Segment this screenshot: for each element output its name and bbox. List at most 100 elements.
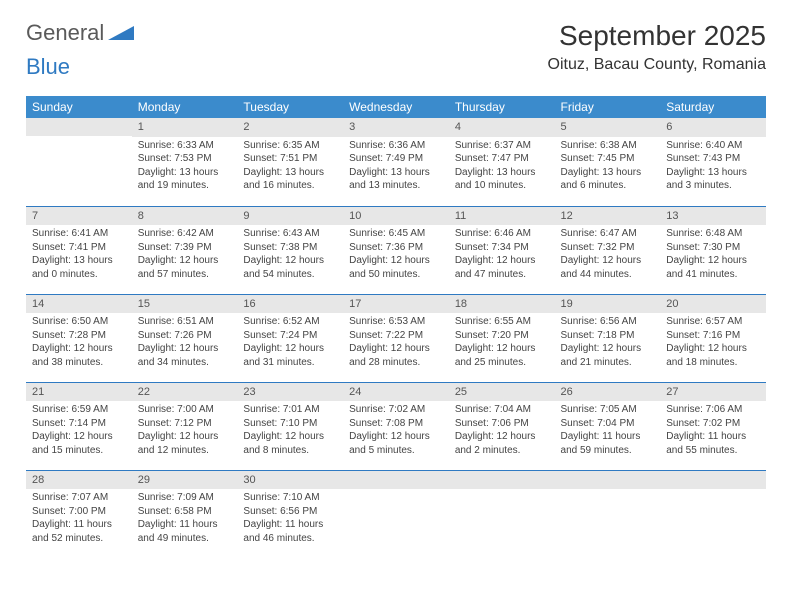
day-number: 24 <box>343 383 449 402</box>
calendar-row: 28Sunrise: 7:07 AMSunset: 7:00 PMDayligh… <box>26 470 766 558</box>
day-info: Sunrise: 6:38 AMSunset: 7:45 PMDaylight:… <box>555 137 661 197</box>
day-number: 6 <box>660 118 766 137</box>
logo: General <box>26 20 134 46</box>
empty-day <box>26 118 132 136</box>
day-info: Sunrise: 7:02 AMSunset: 7:08 PMDaylight:… <box>343 401 449 461</box>
day-number: 11 <box>449 207 555 226</box>
calendar-row: 7Sunrise: 6:41 AMSunset: 7:41 PMDaylight… <box>26 206 766 294</box>
calendar-cell: 26Sunrise: 7:05 AMSunset: 7:04 PMDayligh… <box>555 382 661 470</box>
calendar-cell: 5Sunrise: 6:38 AMSunset: 7:45 PMDaylight… <box>555 118 661 206</box>
day-info: Sunrise: 7:05 AMSunset: 7:04 PMDaylight:… <box>555 401 661 461</box>
day-info: Sunrise: 6:50 AMSunset: 7:28 PMDaylight:… <box>26 313 132 373</box>
logo-word1: General <box>26 20 104 46</box>
day-number: 1 <box>132 118 238 137</box>
day-number: 25 <box>449 383 555 402</box>
day-number: 8 <box>132 207 238 226</box>
day-info: Sunrise: 6:40 AMSunset: 7:43 PMDaylight:… <box>660 137 766 197</box>
calendar-cell <box>343 470 449 558</box>
calendar-cell: 18Sunrise: 6:55 AMSunset: 7:20 PMDayligh… <box>449 294 555 382</box>
calendar-cell: 21Sunrise: 6:59 AMSunset: 7:14 PMDayligh… <box>26 382 132 470</box>
day-info: Sunrise: 6:59 AMSunset: 7:14 PMDaylight:… <box>26 401 132 461</box>
day-info: Sunrise: 6:43 AMSunset: 7:38 PMDaylight:… <box>237 225 343 285</box>
day-info: Sunrise: 7:00 AMSunset: 7:12 PMDaylight:… <box>132 401 238 461</box>
calendar-cell: 28Sunrise: 7:07 AMSunset: 7:00 PMDayligh… <box>26 470 132 558</box>
day-number: 9 <box>237 207 343 226</box>
day-number: 29 <box>132 471 238 490</box>
day-info: Sunrise: 6:35 AMSunset: 7:51 PMDaylight:… <box>237 137 343 197</box>
day-info: Sunrise: 6:45 AMSunset: 7:36 PMDaylight:… <box>343 225 449 285</box>
logo-word2: Blue <box>26 54 766 80</box>
calendar-cell: 3Sunrise: 6:36 AMSunset: 7:49 PMDaylight… <box>343 118 449 206</box>
calendar-cell: 29Sunrise: 7:09 AMSunset: 6:58 PMDayligh… <box>132 470 238 558</box>
calendar-cell: 2Sunrise: 6:35 AMSunset: 7:51 PMDaylight… <box>237 118 343 206</box>
calendar-cell: 20Sunrise: 6:57 AMSunset: 7:16 PMDayligh… <box>660 294 766 382</box>
day-info: Sunrise: 7:10 AMSunset: 6:56 PMDaylight:… <box>237 489 343 549</box>
day-info: Sunrise: 6:48 AMSunset: 7:30 PMDaylight:… <box>660 225 766 285</box>
calendar-cell: 8Sunrise: 6:42 AMSunset: 7:39 PMDaylight… <box>132 206 238 294</box>
day-info: Sunrise: 6:52 AMSunset: 7:24 PMDaylight:… <box>237 313 343 373</box>
day-info: Sunrise: 7:04 AMSunset: 7:06 PMDaylight:… <box>449 401 555 461</box>
empty-day <box>449 471 555 489</box>
day-number: 16 <box>237 295 343 314</box>
day-number: 7 <box>26 207 132 226</box>
calendar-cell: 25Sunrise: 7:04 AMSunset: 7:06 PMDayligh… <box>449 382 555 470</box>
calendar-cell: 16Sunrise: 6:52 AMSunset: 7:24 PMDayligh… <box>237 294 343 382</box>
day-info: Sunrise: 6:51 AMSunset: 7:26 PMDaylight:… <box>132 313 238 373</box>
calendar-cell: 12Sunrise: 6:47 AMSunset: 7:32 PMDayligh… <box>555 206 661 294</box>
day-number: 23 <box>237 383 343 402</box>
calendar-cell: 1Sunrise: 6:33 AMSunset: 7:53 PMDaylight… <box>132 118 238 206</box>
day-info: Sunrise: 6:41 AMSunset: 7:41 PMDaylight:… <box>26 225 132 285</box>
calendar-cell <box>555 470 661 558</box>
day-info: Sunrise: 6:46 AMSunset: 7:34 PMDaylight:… <box>449 225 555 285</box>
day-info: Sunrise: 6:42 AMSunset: 7:39 PMDaylight:… <box>132 225 238 285</box>
weekday-header: Wednesday <box>343 96 449 118</box>
weekday-header: Monday <box>132 96 238 118</box>
day-number: 10 <box>343 207 449 226</box>
day-info: Sunrise: 6:57 AMSunset: 7:16 PMDaylight:… <box>660 313 766 373</box>
calendar-cell: 14Sunrise: 6:50 AMSunset: 7:28 PMDayligh… <box>26 294 132 382</box>
day-info: Sunrise: 7:06 AMSunset: 7:02 PMDaylight:… <box>660 401 766 461</box>
calendar-cell: 27Sunrise: 7:06 AMSunset: 7:02 PMDayligh… <box>660 382 766 470</box>
weekday-header: Saturday <box>660 96 766 118</box>
calendar-row: 14Sunrise: 6:50 AMSunset: 7:28 PMDayligh… <box>26 294 766 382</box>
day-number: 4 <box>449 118 555 137</box>
day-number: 20 <box>660 295 766 314</box>
day-info: Sunrise: 6:56 AMSunset: 7:18 PMDaylight:… <box>555 313 661 373</box>
day-info: Sunrise: 6:55 AMSunset: 7:20 PMDaylight:… <box>449 313 555 373</box>
calendar-cell: 23Sunrise: 7:01 AMSunset: 7:10 PMDayligh… <box>237 382 343 470</box>
calendar-cell: 11Sunrise: 6:46 AMSunset: 7:34 PMDayligh… <box>449 206 555 294</box>
day-number: 3 <box>343 118 449 137</box>
weekday-header: Thursday <box>449 96 555 118</box>
day-number: 19 <box>555 295 661 314</box>
logo-triangle-icon <box>108 24 134 40</box>
day-info: Sunrise: 7:01 AMSunset: 7:10 PMDaylight:… <box>237 401 343 461</box>
calendar-cell: 4Sunrise: 6:37 AMSunset: 7:47 PMDaylight… <box>449 118 555 206</box>
calendar-cell: 22Sunrise: 7:00 AMSunset: 7:12 PMDayligh… <box>132 382 238 470</box>
calendar-cell: 19Sunrise: 6:56 AMSunset: 7:18 PMDayligh… <box>555 294 661 382</box>
calendar-cell: 10Sunrise: 6:45 AMSunset: 7:36 PMDayligh… <box>343 206 449 294</box>
day-number: 2 <box>237 118 343 137</box>
calendar-cell <box>26 118 132 206</box>
day-info: Sunrise: 6:47 AMSunset: 7:32 PMDaylight:… <box>555 225 661 285</box>
day-number: 14 <box>26 295 132 314</box>
day-number: 22 <box>132 383 238 402</box>
weekday-header: Tuesday <box>237 96 343 118</box>
calendar-cell <box>660 470 766 558</box>
weekday-header: Sunday <box>26 96 132 118</box>
calendar-cell: 6Sunrise: 6:40 AMSunset: 7:43 PMDaylight… <box>660 118 766 206</box>
weekday-header: Friday <box>555 96 661 118</box>
calendar-row: 21Sunrise: 6:59 AMSunset: 7:14 PMDayligh… <box>26 382 766 470</box>
day-number: 12 <box>555 207 661 226</box>
day-number: 15 <box>132 295 238 314</box>
weekday-header-row: SundayMondayTuesdayWednesdayThursdayFrid… <box>26 96 766 118</box>
calendar-cell: 15Sunrise: 6:51 AMSunset: 7:26 PMDayligh… <box>132 294 238 382</box>
calendar-cell <box>449 470 555 558</box>
calendar-table: SundayMondayTuesdayWednesdayThursdayFrid… <box>26 96 766 558</box>
calendar-cell: 7Sunrise: 6:41 AMSunset: 7:41 PMDaylight… <box>26 206 132 294</box>
empty-day <box>343 471 449 489</box>
month-title: September 2025 <box>548 20 766 52</box>
day-number: 21 <box>26 383 132 402</box>
empty-day <box>555 471 661 489</box>
calendar-cell: 30Sunrise: 7:10 AMSunset: 6:56 PMDayligh… <box>237 470 343 558</box>
day-number: 27 <box>660 383 766 402</box>
